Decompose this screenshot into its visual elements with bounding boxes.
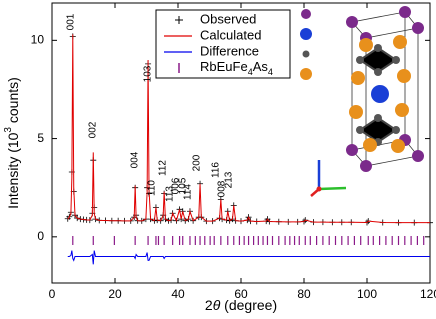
x-tick-label: 80 — [297, 287, 311, 301]
x-axis-label-part: (degree) — [220, 297, 277, 313]
peak-label: 002 — [88, 121, 99, 138]
crystal-inset — [300, 6, 424, 197]
y-tick-label: 10 — [31, 33, 45, 47]
y-axis-label-part: Intensity (10 — [5, 132, 21, 208]
peak-label: 006 — [171, 177, 182, 194]
peak-label: 103 — [143, 65, 154, 82]
peak-label: 213 — [224, 171, 235, 188]
x-tick-label: 20 — [108, 287, 122, 301]
x-axis-label-part: θ — [213, 297, 221, 313]
x-axis-label: 2θ (degree) — [205, 297, 277, 313]
peak-label: 116 — [211, 162, 222, 178]
peak-label: 113 — [165, 186, 176, 202]
x-tick-label: 60 — [234, 287, 248, 301]
x-tick-label: 40 — [171, 287, 185, 301]
peak-label: 105 — [178, 177, 189, 194]
peak-label: 001 — [66, 13, 77, 30]
peak-label: 008 — [217, 180, 228, 197]
legend-label: RbEuFe4As4 — [200, 59, 273, 77]
y-tick-label: 0 — [37, 229, 44, 243]
x-tick-label: 120 — [420, 287, 436, 301]
y-tick-label: 5 — [37, 131, 44, 145]
peak-label: 112 — [158, 160, 169, 176]
x-axis-label-part: 2 — [205, 297, 213, 313]
legend-label: Difference — [200, 43, 259, 58]
x-tick-label: 0 — [49, 287, 56, 301]
series-line — [67, 34, 430, 224]
peak-label: 004 — [130, 151, 141, 168]
peak-label: 114 — [183, 184, 194, 200]
peak-label: 200 — [192, 154, 203, 171]
y-axis-label-part: counts) — [5, 77, 21, 127]
y-axis-label-part: 3 — [3, 127, 14, 133]
peak-label: 110 — [147, 180, 158, 196]
legend-label: Observed — [200, 11, 256, 26]
x-tick-label: 100 — [357, 287, 377, 301]
y-axis-label: Intensity (103 counts) — [3, 77, 21, 209]
legend-symbol — [175, 16, 183, 24]
legend-label: Calculated — [200, 27, 261, 42]
series-line — [67, 250, 430, 265]
